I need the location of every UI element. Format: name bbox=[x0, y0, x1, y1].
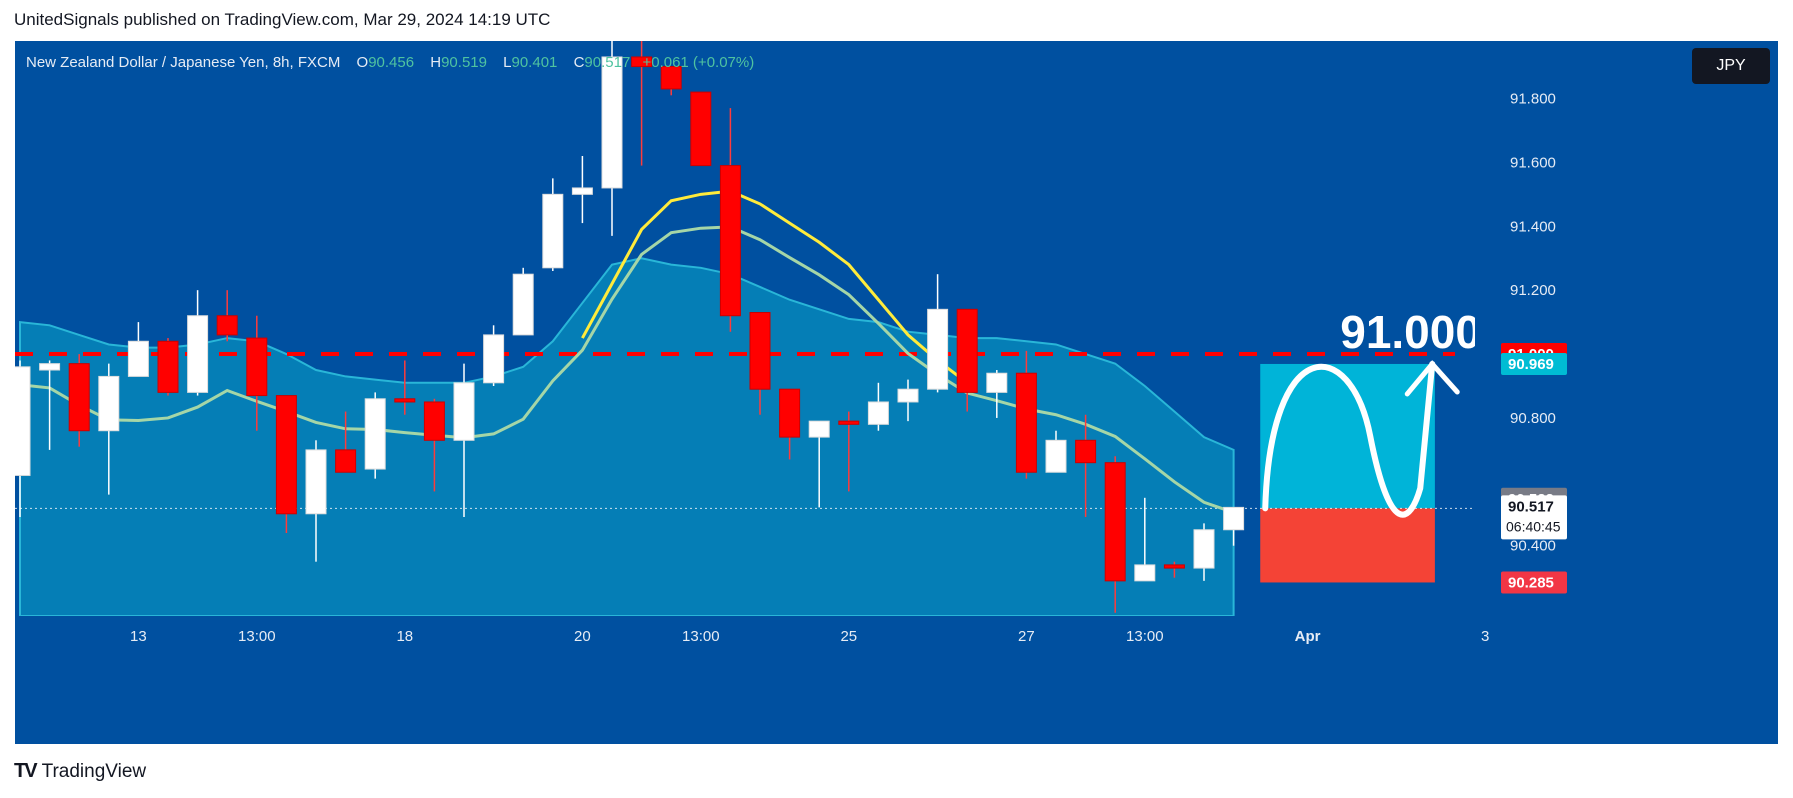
chart-area[interactable]: 91.000 91.800 91.600 91.400 91.200 90.800 90.4… bbox=[15, 41, 1778, 744]
price-label: 90.285 bbox=[1508, 574, 1554, 591]
candle[interactable] bbox=[1223, 506, 1245, 531]
candle[interactable] bbox=[423, 401, 445, 441]
x-tick-label: 27 bbox=[1018, 628, 1035, 645]
x-tick-label: Apr bbox=[1295, 628, 1321, 645]
candle[interactable] bbox=[453, 382, 475, 441]
y-tick-label: 91.600 bbox=[1510, 154, 1556, 171]
candle[interactable] bbox=[1075, 439, 1097, 464]
price-label: 90.969 bbox=[1508, 356, 1554, 373]
position-loss-zone[interactable] bbox=[1260, 508, 1435, 583]
change-value: +0.061 (+0.07%) bbox=[642, 54, 755, 71]
candle[interactable] bbox=[512, 273, 534, 336]
candle[interactable] bbox=[157, 340, 179, 393]
candle[interactable] bbox=[127, 340, 149, 377]
candle[interactable] bbox=[956, 308, 978, 393]
candle[interactable] bbox=[39, 363, 61, 371]
price-label: 90.517 bbox=[1508, 498, 1554, 515]
y-tick-label: 91.800 bbox=[1510, 91, 1556, 108]
close-label: C bbox=[573, 54, 585, 71]
forecast-arrowhead bbox=[1404, 360, 1460, 397]
x-tick-label: 3 bbox=[1481, 628, 1489, 645]
forecast-arrow[interactable] bbox=[1262, 360, 1436, 518]
footer-brand: TV TradingView bbox=[14, 760, 146, 783]
tradingview-logo-icon: TV bbox=[14, 760, 38, 782]
candle[interactable] bbox=[335, 449, 357, 473]
symbol-title: New Zealand Dollar / Japanese Yen, 8h, F… bbox=[26, 54, 341, 71]
publisher-header: UnitedSignals published on TradingView.c… bbox=[14, 10, 551, 29]
candle[interactable] bbox=[986, 372, 1008, 393]
x-tick-label: 25 bbox=[840, 628, 857, 645]
candle[interactable] bbox=[305, 449, 327, 515]
candle[interactable] bbox=[631, 56, 653, 68]
x-tick-label: 13 bbox=[130, 628, 147, 645]
price-axis[interactable] bbox=[1475, 41, 1778, 744]
target-annotation-text: 91.000 bbox=[1340, 306, 1481, 358]
y-tick-label: 90.400 bbox=[1510, 538, 1556, 555]
candle[interactable] bbox=[571, 187, 593, 195]
candle[interactable] bbox=[808, 420, 830, 438]
open-value: 90.456 bbox=[368, 54, 415, 71]
high-value: 90.519 bbox=[441, 54, 487, 71]
candle[interactable] bbox=[246, 337, 268, 397]
candle[interactable] bbox=[690, 91, 712, 167]
x-tick-label: 13:00 bbox=[682, 628, 720, 645]
candle[interactable] bbox=[483, 334, 505, 384]
candle[interactable] bbox=[867, 401, 889, 425]
candle[interactable] bbox=[542, 193, 564, 269]
candle[interactable] bbox=[1015, 372, 1037, 473]
x-tick-label: 18 bbox=[396, 628, 413, 645]
brand-name: TradingView bbox=[41, 760, 147, 782]
moving-average-yellow bbox=[581, 189, 969, 385]
low-label: L bbox=[503, 54, 512, 71]
candle[interactable] bbox=[1045, 439, 1067, 473]
candle[interactable] bbox=[1193, 529, 1215, 569]
currency-button[interactable]: JPY bbox=[1692, 48, 1770, 84]
y-tick-label: 91.200 bbox=[1510, 282, 1556, 299]
high-label: H bbox=[430, 54, 442, 71]
candle[interactable] bbox=[749, 312, 771, 390]
candlestick-chart[interactable]: 91.000 91.800 91.600 91.400 91.200 90.800 90.4… bbox=[15, 41, 1778, 744]
candle[interactable] bbox=[98, 375, 120, 432]
candle[interactable] bbox=[275, 395, 297, 515]
bar-countdown: 06:40:45 bbox=[1506, 518, 1561, 534]
open-label: O bbox=[356, 54, 369, 71]
candle[interactable] bbox=[1104, 462, 1126, 582]
x-tick-label: 13:00 bbox=[1126, 628, 1164, 645]
candle[interactable] bbox=[838, 420, 860, 425]
candle[interactable] bbox=[1134, 564, 1156, 582]
candle[interactable] bbox=[216, 315, 238, 336]
candle[interactable] bbox=[719, 165, 741, 317]
low-value: 90.401 bbox=[511, 54, 558, 71]
candle[interactable] bbox=[364, 398, 386, 470]
y-tick-label: 91.400 bbox=[1510, 218, 1556, 235]
candle[interactable] bbox=[187, 315, 209, 393]
candle[interactable] bbox=[68, 363, 90, 432]
candle[interactable] bbox=[779, 388, 801, 438]
symbol-legend: New Zealand Dollar / Japanese Yen, 8h, F… bbox=[26, 54, 754, 71]
candle[interactable] bbox=[927, 308, 949, 390]
candle[interactable] bbox=[897, 388, 919, 403]
x-tick-label: 13:00 bbox=[238, 628, 276, 645]
candle[interactable] bbox=[394, 398, 416, 403]
candle[interactable] bbox=[15, 366, 31, 476]
price-label-box bbox=[1501, 352, 1567, 375]
x-tick-label: 20 bbox=[574, 628, 591, 645]
candle[interactable] bbox=[601, 56, 623, 189]
close-value: 90.517 bbox=[584, 54, 631, 71]
y-tick-label: 90.800 bbox=[1510, 410, 1556, 427]
price-label-box bbox=[1501, 571, 1567, 594]
price-label-box bbox=[1501, 495, 1567, 540]
candle[interactable] bbox=[1163, 564, 1185, 569]
candle[interactable] bbox=[660, 66, 682, 90]
